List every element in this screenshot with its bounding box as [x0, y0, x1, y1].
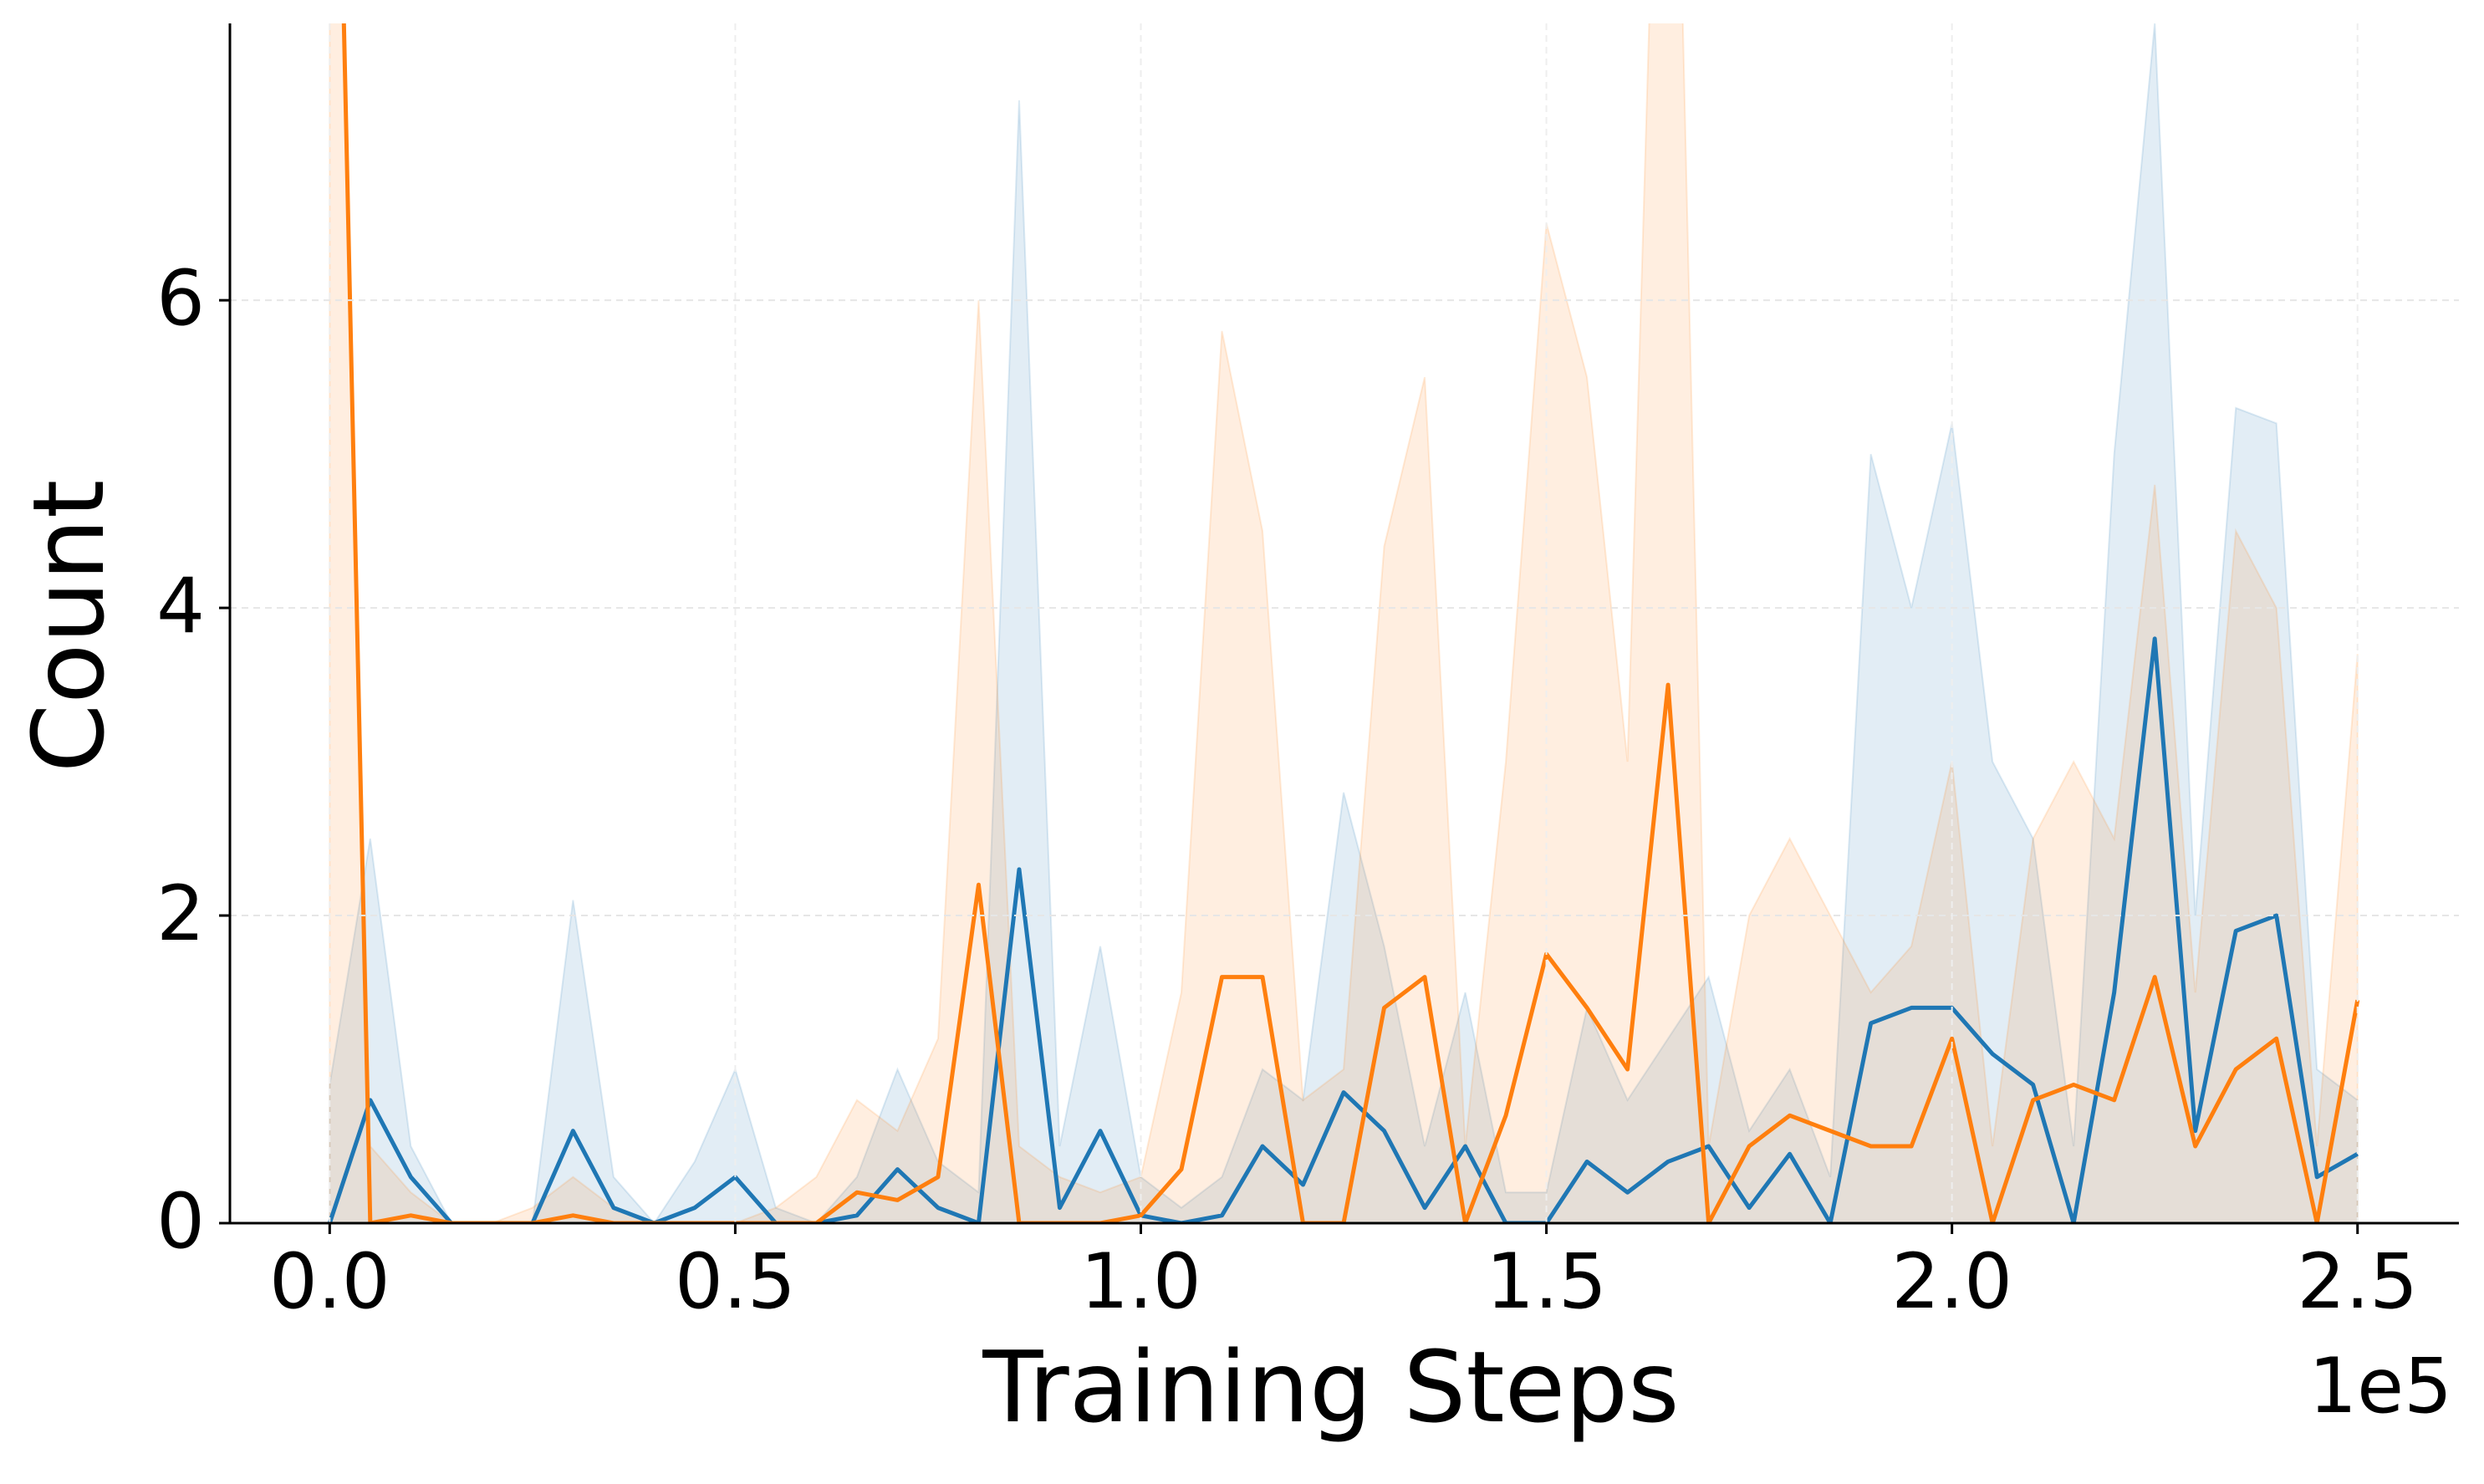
x-offset-label: 1e5 — [2308, 1343, 2452, 1430]
x-axis-label: Training Steps — [982, 1329, 1679, 1445]
y-tick-label: 6 — [156, 255, 205, 343]
x-tick-label: 0.0 — [269, 1238, 390, 1326]
band — [329, 23, 2359, 1223]
y-tick-label: 2 — [156, 870, 205, 958]
y-axis-label: Count — [11, 480, 126, 773]
y-tick-label: 4 — [156, 563, 205, 650]
x-tick-label: 2.5 — [2297, 1238, 2418, 1326]
x-tick-label: 2.0 — [1891, 1238, 2012, 1326]
x-tick-label: 1.0 — [1080, 1238, 1201, 1326]
line — [341, 23, 2360, 1223]
band — [329, 23, 2359, 1223]
line — [327, 636, 2359, 1223]
y-tick-label: 0 — [156, 1178, 205, 1266]
x-tick-label: 0.5 — [675, 1238, 796, 1326]
x-tick-label: 1.5 — [1486, 1238, 1607, 1326]
plot-area — [327, 23, 2360, 1223]
